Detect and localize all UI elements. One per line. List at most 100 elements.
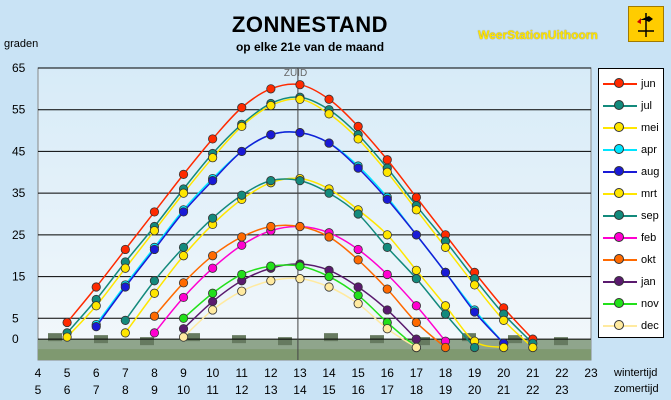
legend-label: sep (641, 210, 659, 222)
legend-swatch-marker (614, 254, 624, 264)
x-tick-label-summer: 10 (177, 383, 191, 397)
legend-swatch (603, 166, 637, 178)
legend-label: jul (641, 100, 653, 112)
legend-swatch-marker (614, 166, 624, 176)
legend-item-jul: jul (599, 95, 663, 117)
legend-swatch (603, 254, 637, 266)
data-point-feb (208, 263, 218, 273)
x-tick-label-winter: 17 (410, 366, 424, 380)
x-tick-label-winter: 16 (381, 366, 395, 380)
x-tick-label-winter: 9 (180, 366, 187, 380)
data-point-nov (178, 313, 189, 323)
legend-swatch (603, 298, 637, 310)
plot-area (37, 67, 592, 361)
data-point-sep (178, 242, 189, 252)
x-tick-label-winter: 4 (35, 366, 42, 380)
legend-swatch (603, 276, 637, 288)
x-tick-label-winter: 8 (151, 366, 158, 380)
data-point-aug (149, 244, 160, 255)
legend-item-okt: okt (599, 249, 663, 271)
data-point-feb (353, 244, 363, 255)
data-point-dec (353, 299, 363, 309)
data-point-mrt (440, 301, 451, 311)
x-tick-label-summer: 21 (497, 383, 511, 397)
legend-swatch-marker (614, 210, 624, 220)
data-point-mrt (120, 328, 130, 338)
y-tick-label: 65 (12, 61, 26, 75)
data-point-nov (295, 261, 305, 271)
data-point-okt (411, 317, 421, 328)
data-point-mei (469, 280, 480, 290)
legend-swatch-marker (614, 100, 624, 110)
legend-swatch-marker (614, 78, 624, 88)
legend-item-mrt: mrt (599, 183, 663, 205)
data-point-aug (120, 282, 130, 292)
data-point-aug (440, 267, 451, 277)
data-point-okt (324, 232, 334, 242)
data-point-mei (120, 263, 130, 273)
field-strip (38, 349, 591, 360)
x-tick-label-winter: 10 (206, 366, 220, 380)
data-point-aug (178, 207, 189, 217)
x-tick-label-summer: 5 (35, 383, 42, 397)
data-point-jun (208, 134, 218, 144)
weathervane-logo-icon (628, 6, 664, 42)
legend-label: mei (641, 122, 659, 134)
data-point-mei (178, 188, 189, 198)
x-tick-label-winter: 14 (322, 366, 336, 380)
data-point-jun (178, 169, 189, 179)
legend-label: apr (641, 144, 657, 156)
x-tick-label-summer: 15 (322, 383, 336, 397)
data-point-sep (411, 274, 421, 284)
data-point-jun (353, 121, 363, 132)
legend-item-sep: sep (599, 205, 663, 227)
data-point-okt (208, 251, 218, 261)
legend-item-jun: jun (599, 73, 663, 95)
x-tick-label-summer: 6 (64, 383, 71, 397)
y-tick-label: 35 (12, 186, 26, 200)
data-point-jun (91, 282, 101, 292)
legend-label: jan (641, 276, 656, 288)
data-point-jun (120, 244, 130, 255)
data-point-dec (324, 282, 334, 292)
zenith-label: ZUID (284, 68, 307, 79)
chart-subtitle: op elke 21e van de maand (235, 40, 385, 54)
data-point-mei (440, 242, 451, 252)
chart-title: ZONNESTAND (231, 12, 389, 37)
data-point-sep (382, 242, 392, 252)
tree-line (324, 333, 338, 342)
y-tick-label: 0 (12, 332, 19, 346)
data-point-aug (91, 322, 101, 332)
x-tick-label-winter: 15 (351, 366, 365, 380)
legend-swatch-marker (614, 188, 624, 198)
data-point-mrt (178, 251, 189, 261)
legend-swatch-marker (614, 276, 624, 286)
legend-swatch-marker (614, 144, 624, 154)
data-point-aug (324, 138, 334, 148)
x-tick-label-summer: 23 (555, 383, 569, 397)
y-axis-label: graden (4, 38, 39, 50)
data-point-mei (266, 100, 276, 111)
x-tick-label-winter: 21 (526, 366, 540, 380)
data-point-sep (120, 315, 130, 325)
data-point-sep (266, 176, 276, 186)
chart-legend: jun jul mei apr aug mrt sep feb okt jan nov dec (598, 68, 664, 338)
legend-swatch (603, 320, 637, 332)
data-point-sep (469, 342, 480, 353)
legend-item-mei: mei (599, 117, 663, 139)
data-point-okt (266, 221, 276, 232)
data-point-jan (178, 324, 189, 334)
data-point-mrt (499, 342, 509, 353)
legend-item-nov: nov (599, 293, 663, 315)
data-point-nov (208, 288, 218, 298)
legend-label: dec (641, 320, 659, 332)
x-tick-label-winter: 11 (236, 366, 249, 380)
legend-swatch (603, 78, 637, 90)
x-tick-label-winter: 20 (497, 366, 511, 380)
data-point-okt (440, 342, 451, 353)
y-tick-label: 15 (12, 270, 26, 284)
legend-label: nov (641, 298, 659, 310)
data-point-sep (324, 188, 334, 198)
legend-swatch (603, 144, 637, 156)
